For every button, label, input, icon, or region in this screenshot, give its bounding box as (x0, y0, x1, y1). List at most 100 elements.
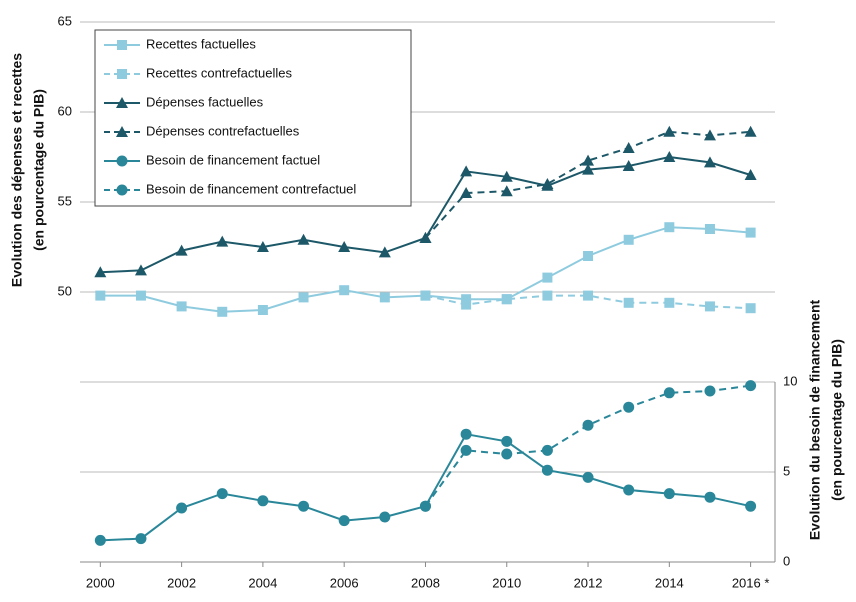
data-point (583, 290, 594, 301)
y-tick-label: 60 (58, 103, 72, 118)
data-point (542, 290, 553, 301)
data-point (582, 419, 594, 431)
data-point (582, 154, 595, 166)
x-tick-label: 2002 (167, 575, 196, 590)
series-line (424, 130, 751, 239)
legend-marker (116, 155, 128, 167)
x-tick-label: 2004 (248, 575, 277, 590)
data-point (500, 170, 513, 182)
legend-marker (117, 40, 127, 50)
data-point (745, 227, 756, 238)
data-point (501, 435, 513, 447)
data-point (339, 285, 350, 296)
y-tick-label: 55 (58, 193, 72, 208)
data-point (419, 500, 431, 512)
data-point (461, 299, 472, 310)
data-point (378, 246, 391, 258)
data-point (257, 305, 268, 315)
legend-marker (116, 184, 128, 196)
data-point (460, 187, 473, 198)
data-point (338, 515, 350, 527)
legend-label: Recettes contrefactuelles (146, 65, 292, 80)
data-point (623, 297, 634, 308)
data-point (216, 235, 229, 247)
data-point (663, 125, 676, 137)
data-point (704, 385, 716, 397)
data-point (216, 488, 228, 500)
data-point (175, 244, 188, 256)
x-tick-label: 2006 (330, 575, 359, 590)
data-point (95, 290, 106, 301)
data-point (541, 464, 553, 476)
data-point (379, 511, 391, 523)
y2-axis-title: Evolution du besoin de financement (807, 299, 823, 540)
data-point (623, 401, 635, 413)
series-line (424, 384, 751, 507)
data-point (623, 234, 634, 245)
data-point (460, 444, 472, 456)
data-point (460, 428, 472, 440)
data-point (542, 272, 553, 283)
y2-tick-label: 5 (783, 463, 790, 478)
data-point (501, 448, 513, 460)
legend-label: Besoin de financement factuel (146, 152, 320, 167)
data-point (134, 264, 147, 276)
data-point (257, 495, 269, 507)
x-tick-label: 2008 (411, 575, 440, 590)
y-tick-label: 65 (58, 13, 72, 28)
data-point (703, 156, 716, 168)
x-tick-label: 2016 * (732, 575, 770, 590)
data-point (338, 241, 351, 252)
data-point (541, 178, 554, 189)
data-point (583, 251, 594, 261)
data-point (461, 294, 472, 305)
data-point (94, 534, 106, 546)
data-point (663, 387, 675, 399)
x-tick-label: 2010 (492, 575, 521, 590)
data-point (297, 233, 310, 245)
legend-label: Besoin de financement contrefactuel (146, 181, 356, 196)
data-point (664, 297, 675, 308)
data-point (256, 241, 269, 252)
y-axis-title: Evolution des dépenses et recettes (9, 53, 25, 287)
data-point (176, 502, 188, 514)
data-point (176, 301, 187, 312)
x-tick-label: 2014 (655, 575, 684, 590)
data-point (298, 292, 309, 303)
legend-marker (116, 126, 128, 137)
data-point (744, 125, 757, 137)
data-point (703, 129, 716, 141)
data-point (745, 500, 757, 512)
data-point (704, 301, 715, 312)
data-point (500, 185, 513, 197)
data-point (460, 165, 473, 177)
data-point (622, 142, 635, 153)
data-point (623, 484, 635, 496)
legend-label: Recettes factuelles (146, 36, 256, 51)
legend-box (94, 29, 412, 207)
y-tick-label: 50 (58, 283, 72, 298)
data-point (94, 266, 107, 278)
data-point (541, 444, 553, 456)
y2-tick-label: 0 (783, 553, 790, 568)
data-point (501, 294, 512, 305)
data-point (745, 303, 756, 314)
data-point (298, 500, 310, 512)
legend-marker (116, 97, 128, 108)
x-tick-label: 2012 (574, 575, 603, 590)
x-tick-label: 2000 (86, 575, 115, 590)
legend-label: Dépenses factuelles (146, 94, 264, 109)
data-point (704, 491, 716, 503)
data-point (217, 306, 228, 317)
legend-marker (117, 69, 127, 79)
legend-label: Dépenses contrefactuelles (146, 123, 300, 138)
series-line (100, 433, 751, 542)
data-point (745, 380, 757, 392)
data-point (420, 290, 431, 301)
data-point (582, 163, 595, 175)
data-point (135, 290, 146, 301)
data-point (744, 169, 757, 180)
y2-tick-label: 10 (783, 373, 797, 388)
